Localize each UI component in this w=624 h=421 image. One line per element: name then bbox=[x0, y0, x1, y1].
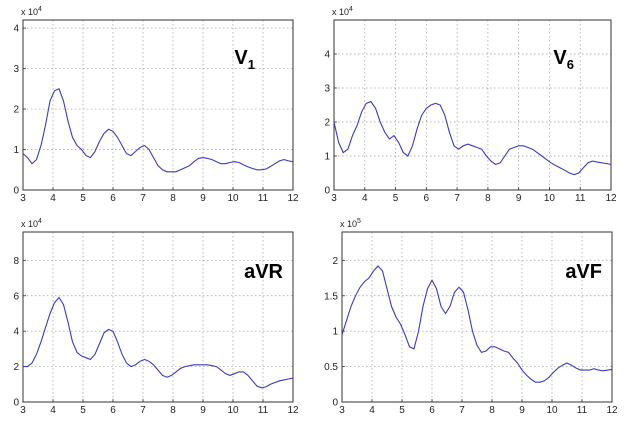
x-tick-label: 6 bbox=[429, 405, 435, 416]
x-tick-label: 9 bbox=[200, 405, 206, 416]
plot-frame bbox=[22, 19, 294, 191]
axis-multiplier: x 104 bbox=[21, 218, 42, 229]
plot-area bbox=[22, 231, 294, 403]
x-tick-label: 6 bbox=[424, 193, 430, 204]
x-tick-label: 12 bbox=[605, 193, 617, 204]
x-tick-label: 10 bbox=[546, 405, 558, 416]
y-tick-label: 0 bbox=[13, 186, 19, 197]
plot-area bbox=[341, 231, 613, 403]
y-tick-label: 0.5 bbox=[324, 362, 338, 373]
x-tick-label: 5 bbox=[399, 405, 405, 416]
x-tick-label: 4 bbox=[50, 405, 56, 416]
y-tick-label: 8 bbox=[13, 256, 19, 267]
y-tick-label: 2 bbox=[13, 105, 19, 116]
y-tick-label: 2 bbox=[332, 256, 338, 267]
x-tick-label: 10 bbox=[544, 193, 556, 204]
y-tick-label: 3 bbox=[324, 84, 330, 95]
x-tick-label: 8 bbox=[170, 193, 176, 204]
x-tick-label: 12 bbox=[287, 405, 299, 416]
series-line bbox=[22, 88, 294, 173]
y-tick-label: 0 bbox=[13, 398, 19, 409]
x-tick-label: 12 bbox=[287, 193, 299, 204]
x-tick-label: 4 bbox=[50, 193, 56, 204]
x-tick-label: 8 bbox=[489, 405, 495, 416]
chart-panel-3: 3 4 5 6 7 8 9 10 11 12 0 2 4 6 8 x 104 aVR bbox=[13, 218, 299, 416]
y-tick-label: 3 bbox=[13, 64, 19, 75]
x-tick-label: 8 bbox=[485, 193, 491, 204]
x-tick-label: 4 bbox=[369, 405, 375, 416]
x-tick-label: 5 bbox=[80, 193, 86, 204]
plot-frame bbox=[333, 19, 612, 191]
x-tick-label: 6 bbox=[110, 193, 116, 204]
x-tick-label: 11 bbox=[258, 405, 269, 416]
y-tick-label: 1 bbox=[332, 327, 338, 338]
lead-label: V6 bbox=[553, 47, 574, 72]
x-tick-label: 5 bbox=[393, 193, 399, 204]
axis-multiplier: x 104 bbox=[332, 6, 353, 17]
x-tick-label: 10 bbox=[227, 405, 239, 416]
y-tick-label: 2 bbox=[324, 118, 330, 129]
x-tick-label: 3 bbox=[20, 193, 26, 204]
y-tick-label: 0 bbox=[324, 186, 330, 197]
x-tick-label: 8 bbox=[170, 405, 176, 416]
x-tick-label: 3 bbox=[339, 405, 345, 416]
series-line bbox=[23, 296, 294, 389]
x-tick-label: 11 bbox=[258, 193, 269, 204]
series-line bbox=[341, 265, 613, 383]
x-tick-label: 9 bbox=[519, 405, 525, 416]
y-tick-label: 0 bbox=[332, 398, 338, 409]
lead-label: aVF bbox=[565, 261, 602, 283]
x-tick-label: 7 bbox=[140, 405, 146, 416]
plot-area bbox=[22, 19, 294, 191]
x-tick-label: 9 bbox=[516, 193, 522, 204]
y-tick-label: 1 bbox=[13, 145, 19, 156]
plot-area bbox=[333, 19, 612, 191]
x-tick-label: 4 bbox=[362, 193, 368, 204]
x-tick-label: 9 bbox=[200, 193, 206, 204]
y-tick-label: 4 bbox=[13, 24, 19, 35]
x-tick-label: 10 bbox=[227, 193, 239, 204]
plot-frame bbox=[22, 231, 294, 403]
x-tick-label: 7 bbox=[459, 405, 465, 416]
x-tick-label: 6 bbox=[110, 405, 116, 416]
y-tick-label: 1 bbox=[324, 152, 330, 163]
plot-frame bbox=[341, 231, 613, 403]
axis-multiplier: x 104 bbox=[21, 6, 42, 17]
x-tick-label: 12 bbox=[606, 405, 618, 416]
y-tick-label: 4 bbox=[324, 50, 330, 61]
x-tick-label: 11 bbox=[575, 193, 586, 204]
x-tick-label: 5 bbox=[80, 405, 86, 416]
x-tick-label: 3 bbox=[331, 193, 337, 204]
y-tick-label: 2 bbox=[13, 362, 19, 373]
x-tick-label: 11 bbox=[577, 405, 588, 416]
axis-multiplier: x 105 bbox=[340, 218, 361, 229]
y-tick-label: 1.5 bbox=[324, 291, 338, 302]
x-tick-label: 7 bbox=[454, 193, 460, 204]
series-line bbox=[333, 100, 612, 176]
x-tick-label: 3 bbox=[20, 405, 26, 416]
y-tick-label: 4 bbox=[13, 327, 19, 338]
lead-label: aVR bbox=[244, 261, 283, 283]
x-tick-label: 7 bbox=[140, 193, 146, 204]
y-tick-label: 6 bbox=[13, 291, 19, 302]
chart-panel-4: 3 4 5 6 7 8 9 10 11 12 0 0.5 1 1.5 2 x 105 aVF bbox=[324, 218, 618, 416]
lead-label: V1 bbox=[234, 47, 255, 72]
